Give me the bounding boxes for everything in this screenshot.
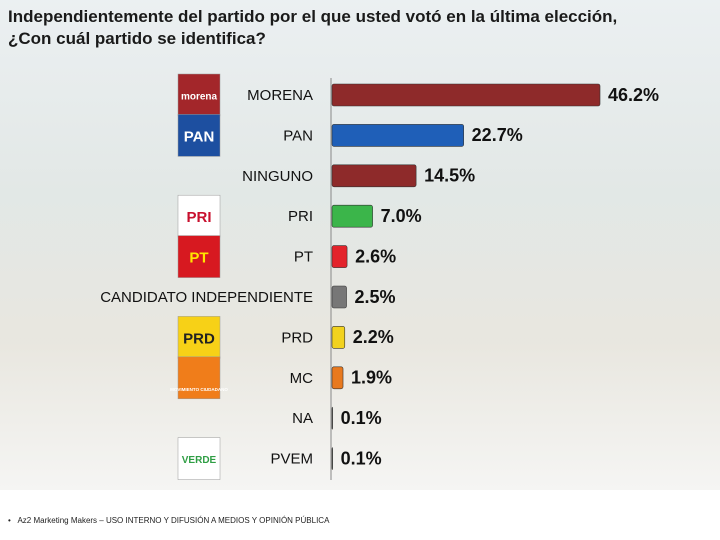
value-label: 7.0% xyxy=(381,206,422,226)
category-label: PAN xyxy=(283,127,313,144)
party-logo-text: PRD xyxy=(183,330,215,347)
chart-title: Independientemente del partido por el qu… xyxy=(8,7,618,48)
party-logo-text: MOVIMIENTO CIUDADANO xyxy=(170,387,228,392)
party-logo-text: VERDE xyxy=(182,455,217,466)
category-label: PVEM xyxy=(270,451,313,468)
category-label: CANDIDATO INDEPENDIENTE xyxy=(100,289,313,306)
bar xyxy=(331,326,346,349)
value-label: 0.1% xyxy=(341,448,382,468)
party-logo xyxy=(177,356,221,400)
category-label: PRI xyxy=(288,208,313,225)
value-label: 2.6% xyxy=(355,246,396,266)
category-label: PT xyxy=(294,249,313,266)
background xyxy=(0,0,720,490)
party-logo xyxy=(177,73,221,117)
value-label: 46.2% xyxy=(608,85,659,105)
bar xyxy=(331,204,373,228)
bar xyxy=(331,124,464,147)
bar xyxy=(331,164,417,188)
bar xyxy=(331,83,601,107)
party-logo xyxy=(177,235,221,278)
category-label: MC xyxy=(290,370,313,387)
bar xyxy=(331,406,333,430)
category-label: NA xyxy=(292,410,313,427)
bar xyxy=(331,447,333,470)
category-label: MORENA xyxy=(247,87,313,104)
party-logo-text: PAN xyxy=(184,128,215,145)
bar xyxy=(331,245,348,268)
category-label: PRD xyxy=(281,329,313,346)
party-logo xyxy=(177,114,221,157)
party-logo-text: morena xyxy=(181,92,218,103)
value-label: 2.2% xyxy=(353,327,394,347)
value-label: 2.5% xyxy=(355,287,396,307)
footer-text: Az2 Marketing Makers – USO INTERNO Y DIF… xyxy=(17,516,330,525)
party-logo-text: PRI xyxy=(186,209,211,226)
bar xyxy=(331,366,344,390)
party-logo-text: PT xyxy=(189,250,208,267)
value-label: 0.1% xyxy=(341,408,382,428)
footer: • Az2 Marketing Makers – USO INTERNO Y D… xyxy=(8,516,330,525)
value-label: 14.5% xyxy=(424,166,475,186)
bar xyxy=(331,285,347,309)
party-logo xyxy=(177,437,221,480)
category-label: NINGUNO xyxy=(242,168,313,185)
value-label: 22.7% xyxy=(472,125,523,145)
value-label: 1.9% xyxy=(351,368,392,388)
